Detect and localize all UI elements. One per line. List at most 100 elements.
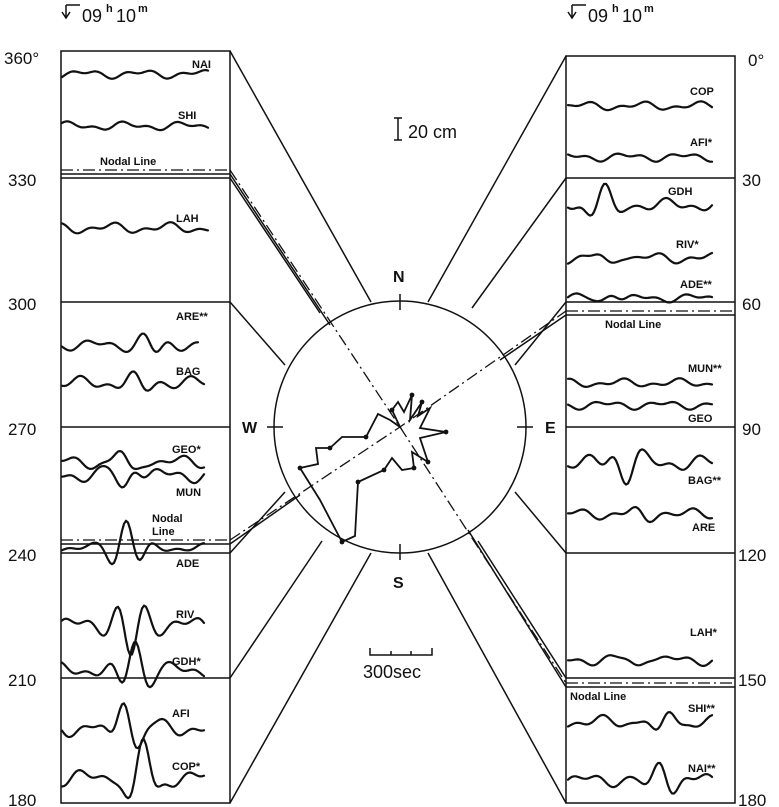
station-label: GDH* (172, 656, 201, 668)
nodal-line-label: Nodal (152, 513, 183, 525)
nodal-line-label: Nodal Line (100, 156, 156, 168)
right-nodal-line-lower: Nodal Line (566, 682, 735, 703)
left-time-hour: 09 (82, 6, 102, 26)
right-time-m: m (644, 3, 654, 15)
left-dividers (61, 177, 230, 679)
seismogram-trace (60, 604, 206, 656)
station-label: COP* (172, 761, 201, 773)
left-axis-label: 270 (8, 420, 36, 439)
station-label: MUN** (688, 363, 722, 375)
left-axis-label: 240 (8, 546, 36, 565)
compass: N S W E (242, 269, 556, 592)
seismogram-trace (566, 654, 714, 667)
seismogram-trace (566, 251, 714, 265)
station-label: LAH (176, 213, 199, 225)
station-label: RIV* (676, 239, 699, 251)
station-label: NAI** (688, 763, 716, 775)
left-time-h: h (106, 3, 113, 15)
right-axis-label: 0° (748, 51, 764, 70)
seismogram-trace (566, 100, 714, 112)
seismogram-trace (566, 711, 714, 731)
station-label: LAH* (690, 627, 718, 639)
station-label: ARE** (176, 311, 209, 323)
station-label: AFI (172, 708, 190, 720)
left-time-m: m (138, 3, 148, 15)
seismogram-trace (60, 702, 206, 750)
nodal-line-label: Line (152, 526, 175, 538)
particle-motion-trace (298, 394, 447, 544)
station-label: MUN (176, 487, 201, 499)
seismogram-trace (60, 519, 206, 566)
seismogram-trace (566, 761, 714, 795)
particle-motion-points (297, 392, 449, 545)
seismogram-trace (566, 152, 714, 163)
left-time-min: 10 (116, 6, 136, 26)
station-label: RIV (176, 609, 195, 621)
seismogram-trace (566, 292, 714, 304)
seismogram-trace (60, 640, 206, 689)
amplitude-scale-label: 20 cm (408, 122, 457, 142)
right-panel (565, 55, 736, 804)
seismogram-trace (566, 182, 714, 217)
seismogram-trace (566, 506, 714, 524)
right-axis-label: 90 (742, 420, 761, 439)
right-axis-label: 150 (738, 671, 766, 690)
right-axis: 0° 30 60 90 120 150 180 (738, 51, 766, 807)
left-nodal-line-lower: Nodal Line (61, 513, 230, 545)
left-axis-label: 330 (8, 171, 36, 190)
station-label: AFI* (690, 137, 713, 149)
station-label: GEO* (172, 444, 201, 456)
right-axis-label: 120 (738, 546, 766, 565)
right-axis-label: 180 (738, 791, 766, 807)
left-nodal-line-upper: Nodal Line (61, 156, 230, 175)
seismogram-trace (60, 221, 210, 235)
right-time-h: h (612, 3, 619, 15)
left-axis-label: 360° (4, 49, 39, 68)
seismogram-trace (60, 449, 206, 471)
nodal-line-label: Nodal Line (570, 691, 626, 703)
seismogram-trace (566, 400, 714, 411)
left-axis-label: 300 (8, 295, 36, 314)
station-label: ARE (692, 522, 715, 534)
seismogram-trace (60, 738, 206, 800)
seismogram-trace (60, 332, 200, 354)
east-label: E (545, 420, 556, 437)
right-axis-label: 30 (742, 171, 761, 190)
left-station-labels: NAI SHI LAH ARE** BAG GEO* MUN ADE RIV G… (172, 59, 211, 773)
station-label: GDH (668, 186, 693, 198)
west-label: W (242, 420, 258, 437)
time-scale-label: 300sec (363, 662, 421, 682)
nodal-line-label: Nodal Line (605, 319, 661, 331)
left-axis-label: 180 (8, 791, 36, 807)
station-label: ADE (176, 558, 199, 570)
left-axis-label: 210 (8, 671, 36, 690)
north-label: N (393, 269, 405, 286)
right-dividers (566, 177, 735, 679)
station-label: BAG** (688, 475, 722, 487)
station-label: BAG (176, 366, 200, 378)
right-nodal-line-upper: Nodal Line (566, 310, 735, 331)
seismogram-trace (60, 370, 206, 392)
left-time-marker: 09 h 10 m (61, 3, 148, 26)
seismogram-trace (60, 120, 210, 132)
station-label: ADE** (680, 279, 713, 291)
station-label: NAI (192, 59, 211, 71)
seismogram-trace (60, 69, 210, 80)
station-label: GEO (688, 413, 713, 425)
right-station-labels: COP AFI* GDH RIV* ADE** MUN** GEO BAG** … (668, 86, 722, 775)
right-axis-label: 60 (742, 295, 761, 314)
south-label: S (393, 575, 404, 592)
right-time-marker: 09 h 10 m (567, 3, 654, 26)
right-time-min: 10 (622, 6, 642, 26)
seismograms (60, 69, 714, 800)
seismogram-trace (566, 377, 714, 388)
left-axis: 360° 330 300 270 240 210 180 (4, 49, 39, 807)
station-label: SHI** (688, 703, 716, 715)
amplitude-scale: 20 cm (394, 117, 457, 142)
seismogram-trace (60, 465, 206, 489)
right-time-hour: 09 (588, 6, 608, 26)
station-label: COP (690, 86, 714, 98)
time-scale: 300sec (363, 648, 433, 682)
station-label: SHI (178, 110, 196, 122)
